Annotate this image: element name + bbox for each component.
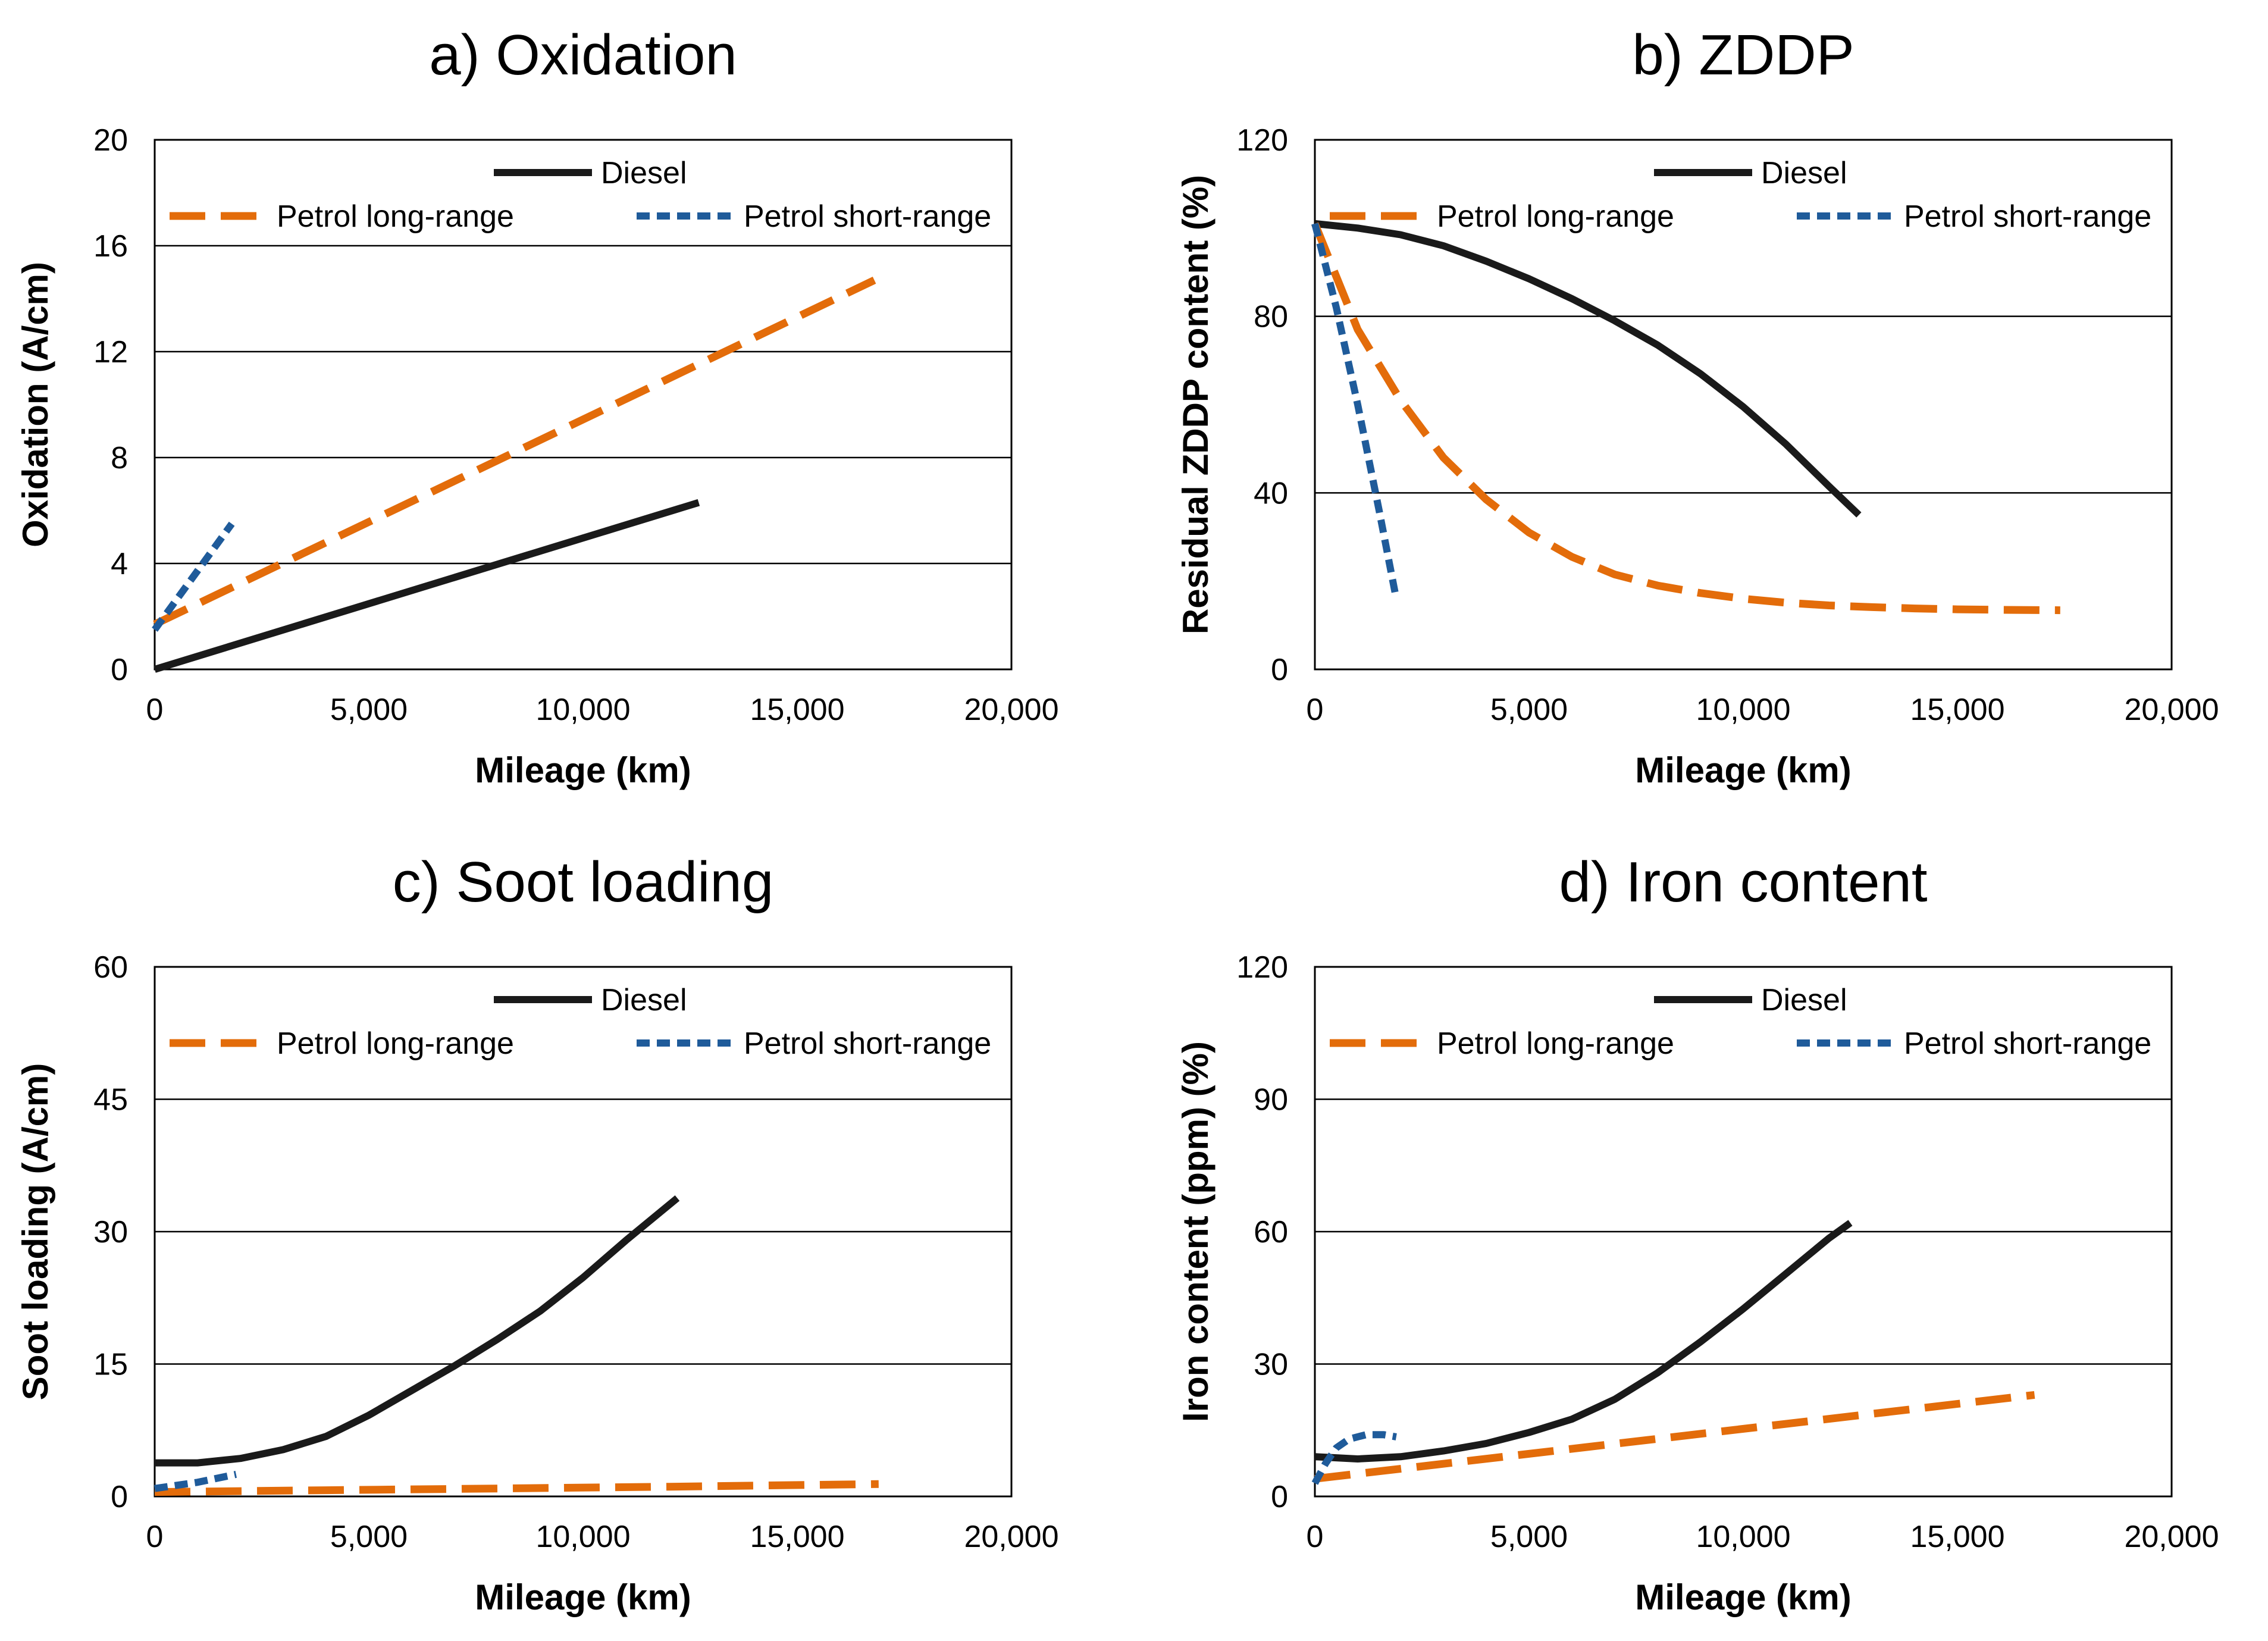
x-tick-label: 0	[146, 693, 164, 727]
x-tick-label: 10,000	[1696, 693, 1790, 727]
x-axis-label: Mileage (km)	[475, 1577, 691, 1617]
y-tick-label: 16	[93, 229, 128, 264]
series-line-petrol-long-range	[1311, 222, 2060, 615]
plot-frame	[154, 139, 1013, 671]
legend-label-diesel: Diesel	[1761, 983, 1847, 1017]
plot-frame	[154, 966, 1013, 1498]
x-tick-label: 5,000	[330, 693, 408, 727]
chart-title: b) ZDDP	[1632, 23, 1854, 87]
legend-label-petrol-long-range: Petrol long-range	[277, 199, 514, 234]
x-tick-label: 15,000	[1910, 1520, 2004, 1554]
series-line-petrol-short-range	[1311, 1431, 1397, 1485]
y-axis-label: Soot loading (A/cm)	[15, 1063, 55, 1401]
series-line-petrol-long-range	[154, 1480, 879, 1496]
series-line-diesel	[155, 1195, 680, 1467]
y-tick-label: 80	[1254, 300, 1288, 334]
x-tick-label: 15,000	[1910, 693, 2004, 727]
series-line-petrol-long-range	[1314, 1391, 2035, 1483]
x-tick-label: 20,000	[964, 693, 1058, 727]
series-line-petrol-short-range	[152, 521, 235, 632]
chart-zddp: b) ZDDP 0 40 80 120 0 5,000 10,000 15,000 20,000 M…	[1176, 23, 2219, 790]
chart-panel-iron-content: d) Iron content 0 30 60 90 120 0 5,000 10,000 15,…	[1160, 827, 2268, 1636]
x-tick-label: 20,000	[2124, 693, 2219, 727]
x-axis-label: Mileage (km)	[1635, 1577, 1851, 1617]
x-tick-label: 0	[1307, 693, 1324, 727]
series-line-diesel	[154, 499, 700, 673]
x-tick-label: 10,000	[535, 693, 630, 727]
legend-label-petrol-short-range: Petrol short-range	[1904, 199, 2151, 234]
y-tick-label: 120	[1236, 950, 1288, 985]
chart-oxidation: a) Oxidation 0 4 8 12 16 20 0 5,000 10,000 15,000 2…	[15, 23, 1059, 790]
y-axis-label: Iron content (ppm) (%)	[1176, 1041, 1216, 1422]
legend-label-diesel: Diesel	[601, 983, 687, 1017]
x-axis-label: Mileage (km)	[475, 750, 691, 790]
y-tick-label: 0	[111, 653, 128, 687]
series-line-diesel	[1314, 1220, 1853, 1463]
legend-label-petrol-long-range: Petrol long-range	[1437, 199, 1674, 234]
legend-label-diesel: Diesel	[1761, 156, 1847, 190]
chart-iron-content: d) Iron content 0 30 60 90 120 0 5,000 10,000 15,…	[1176, 850, 2219, 1617]
y-tick-label: 8	[111, 441, 128, 475]
chart-title: a) Oxidation	[429, 23, 737, 87]
x-axis-label: Mileage (km)	[1635, 750, 1851, 790]
y-axis-label: Oxidation (A/cm)	[15, 262, 55, 547]
y-tick-label: 120	[1236, 123, 1288, 158]
x-tick-label: 20,000	[964, 1520, 1058, 1554]
series-line-petrol-short-range	[154, 1471, 237, 1492]
y-tick-label: 0	[1271, 653, 1288, 687]
y-tick-label: 40	[1254, 476, 1288, 511]
chart-panel-oxidation: a) Oxidation 0 4 8 12 16 20 0 5,000 10,000 15,000 2…	[0, 0, 1130, 809]
y-tick-label: 45	[93, 1083, 128, 1117]
y-tick-label: 30	[93, 1215, 128, 1249]
y-tick-label: 4	[111, 547, 128, 581]
chart-soot-loading: c) Soot loading 0 15 30 45 60 0 5,000 10,000 15,0…	[15, 850, 1059, 1617]
x-tick-label: 0	[146, 1520, 164, 1554]
y-axis-label: Residual ZDDP content (%)	[1176, 175, 1216, 634]
y-tick-label: 20	[93, 123, 128, 158]
x-tick-label: 15,000	[750, 1520, 844, 1554]
y-tick-label: 0	[1271, 1480, 1288, 1514]
chart-title: c) Soot loading	[393, 850, 773, 914]
legend-label-petrol-short-range: Petrol short-range	[1904, 1026, 2151, 1061]
x-tick-label: 0	[1307, 1520, 1324, 1554]
y-tick-label: 90	[1254, 1083, 1288, 1117]
plot-frame	[1314, 139, 2173, 671]
x-tick-label: 15,000	[750, 693, 844, 727]
series-line-petrol-short-range	[1311, 223, 1400, 600]
legend-label-diesel: Diesel	[601, 156, 687, 190]
x-tick-label: 10,000	[1696, 1520, 1790, 1554]
chart-title: d) Iron content	[1559, 850, 1927, 914]
legend-label-petrol-long-range: Petrol long-range	[277, 1026, 514, 1061]
plot-frame	[1314, 966, 2173, 1498]
legend-label-petrol-long-range: Petrol long-range	[1437, 1026, 1674, 1061]
y-tick-label: 12	[93, 335, 128, 369]
y-tick-label: 15	[93, 1348, 128, 1382]
series-line-diesel	[1314, 220, 1862, 518]
x-tick-label: 5,000	[1490, 693, 1568, 727]
y-tick-label: 30	[1254, 1348, 1288, 1382]
x-tick-label: 20,000	[2124, 1520, 2219, 1554]
series-line-petrol-long-range	[153, 277, 876, 628]
x-tick-label: 5,000	[1490, 1520, 1568, 1554]
y-tick-label: 0	[111, 1480, 128, 1514]
legend-label-petrol-short-range: Petrol short-range	[744, 1026, 991, 1061]
x-tick-label: 5,000	[330, 1520, 408, 1554]
chart-panel-zddp: b) ZDDP 0 40 80 120 0 5,000 10,000 15,000 20,000 M…	[1160, 0, 2268, 809]
x-tick-label: 10,000	[535, 1520, 630, 1554]
y-tick-label: 60	[1254, 1215, 1288, 1249]
y-tick-label: 60	[93, 950, 128, 985]
chart-panel-soot-loading: c) Soot loading 0 15 30 45 60 0 5,000 10,000 15,0…	[0, 827, 1130, 1636]
legend-label-petrol-short-range: Petrol short-range	[744, 199, 991, 234]
